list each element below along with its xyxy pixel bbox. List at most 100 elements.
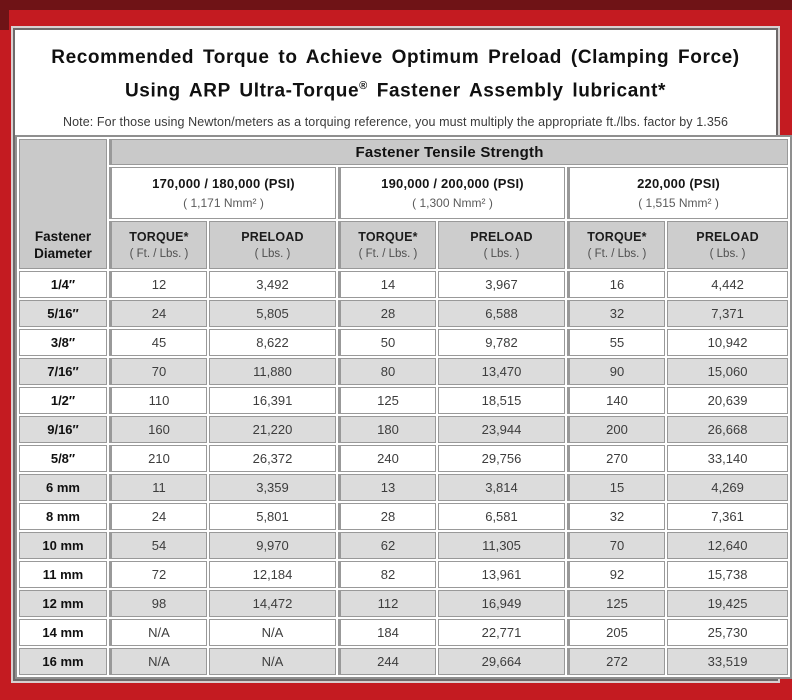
torque-cell: 70 [567,532,665,559]
preload-cell: 26,668 [667,416,789,443]
psi-group-1-nmm: ( 1,171 Nmm² ) [183,196,264,210]
torque-cell: 16 [567,271,665,298]
preload-cell: 13,470 [438,358,565,385]
table-row: 1/2″ 110 16,391 125 18,515 140 20,639 [19,387,789,414]
torque-cell: 55 [567,329,665,356]
torque-column-header-3: TORQUE* ( Ft. / Lbs. ) [567,221,665,269]
document-header: Recommended Torque to Achieve Optimum Pr… [15,30,776,129]
torque-cell: 180 [338,416,436,443]
torque-table: Fastener Diameter Fastener Tensile Stren… [15,135,792,679]
diameter-cell: 1/4″ [19,271,107,298]
corner-header-cell: Fastener Diameter [19,139,107,269]
preload-column-header-1: PRELOAD ( Lbs. ) [209,221,336,269]
diameter-cell: 1/2″ [19,387,107,414]
frame-corner-accent [0,0,9,30]
torque-label-1: TORQUE* [129,230,189,244]
torque-cell: 62 [338,532,436,559]
torque-cell: 45 [109,329,207,356]
torque-cell: 24 [109,300,207,327]
torque-cell: 32 [567,503,665,530]
torque-cell: 240 [338,445,436,472]
preload-cell: 15,738 [667,561,789,588]
preload-unit-1: ( Lbs. ) [254,248,291,260]
torque-unit-1: ( Ft. / Lbs. ) [129,248,189,260]
torque-cell: 15 [567,474,665,501]
diameter-cell: 7/16″ [19,358,107,385]
preload-cell: 25,730 [667,619,789,646]
registered-trademark-symbol: ® [359,80,368,92]
preload-cell: 9,782 [438,329,565,356]
torque-cell: 112 [338,590,436,617]
preload-cell: 8,622 [209,329,336,356]
page-title-line1: Recommended Torque to Achieve Optimum Pr… [51,47,740,68]
torque-cell: 28 [338,300,436,327]
frame-top-accent [0,0,792,10]
preload-cell: 23,944 [438,416,565,443]
preload-cell: 33,140 [667,445,789,472]
table-row: 8 mm 24 5,801 28 6,581 32 7,361 [19,503,789,530]
psi-group-1-cell: 170,000 / 180,000 (PSI) ( 1,171 Nmm² ) [109,167,336,219]
diameter-cell: 3/8″ [19,329,107,356]
title-line2-suffix: Fastener Assembly lubricant* [367,80,667,102]
table-row: 1/4″ 12 3,492 14 3,967 16 4,442 [19,271,789,298]
preload-cell: 16,949 [438,590,565,617]
torque-cell: 160 [109,416,207,443]
page-title-line2: Using ARP Ultra-Torque® Fastener Assembl… [15,72,776,105]
torque-label-2: TORQUE* [358,230,418,244]
torque-cell: 272 [567,648,665,675]
torque-cell: 72 [109,561,207,588]
preload-unit-3: ( Lbs. ) [709,248,746,260]
preload-cell: 29,664 [438,648,565,675]
torque-cell: 54 [109,532,207,559]
torque-cell: 11 [109,474,207,501]
torque-cell: 24 [109,503,207,530]
torque-table-wrap: Fastener Diameter Fastener Tensile Stren… [15,135,792,679]
preload-cell: 3,967 [438,271,565,298]
psi-group-3-nmm: ( 1,515 Nmm² ) [638,196,719,210]
diameter-cell: 10 mm [19,532,107,559]
torque-cell: 200 [567,416,665,443]
table-row: 16 mm N/A N/A 244 29,664 272 33,519 [19,648,789,675]
preload-cell: 13,961 [438,561,565,588]
torque-cell: 90 [567,358,665,385]
psi-group-2-label: 190,000 / 200,000 (PSI) [381,176,524,191]
torque-cell: 244 [338,648,436,675]
torque-column-header-2: TORQUE* ( Ft. / Lbs. ) [338,221,436,269]
psi-group-2-cell: 190,000 / 200,000 (PSI) ( 1,300 Nmm² ) [338,167,565,219]
torque-cell: 92 [567,561,665,588]
torque-cell: 32 [567,300,665,327]
psi-group-1-label: 170,000 / 180,000 (PSI) [152,176,295,191]
table-row: 7/16″ 70 11,880 80 13,470 90 15,060 [19,358,789,385]
torque-cell: 98 [109,590,207,617]
preload-label-3: PRELOAD [696,230,759,244]
torque-cell: 70 [109,358,207,385]
table-row: 3/8″ 45 8,622 50 9,782 55 10,942 [19,329,789,356]
table-row: 5/8″ 210 26,372 240 29,756 270 33,140 [19,445,789,472]
preload-cell: 7,361 [667,503,789,530]
preload-cell: 18,515 [438,387,565,414]
diameter-cell: 12 mm [19,590,107,617]
preload-cell: 6,588 [438,300,565,327]
preload-cell: 3,814 [438,474,565,501]
torque-cell: 125 [567,590,665,617]
torque-cell: 184 [338,619,436,646]
preload-cell: 29,756 [438,445,565,472]
preload-cell: 26,372 [209,445,336,472]
torque-column-header-1: TORQUE* ( Ft. / Lbs. ) [109,221,207,269]
table-row: 10 mm 54 9,970 62 11,305 70 12,640 [19,532,789,559]
diameter-cell: 8 mm [19,503,107,530]
preload-cell: 4,442 [667,271,789,298]
torque-cell: 110 [109,387,207,414]
preload-cell: 22,771 [438,619,565,646]
preload-cell: 3,359 [209,474,336,501]
preload-cell: 16,391 [209,387,336,414]
preload-label-2: PRELOAD [470,230,533,244]
document-panel: Recommended Torque to Achieve Optimum Pr… [13,28,792,681]
diameter-cell: 5/8″ [19,445,107,472]
torque-cell: 50 [338,329,436,356]
torque-cell: N/A [109,619,207,646]
table-row: 5/16″ 24 5,805 28 6,588 32 7,371 [19,300,789,327]
torque-cell: 82 [338,561,436,588]
table-row: 11 mm 72 12,184 82 13,961 92 15,738 [19,561,789,588]
